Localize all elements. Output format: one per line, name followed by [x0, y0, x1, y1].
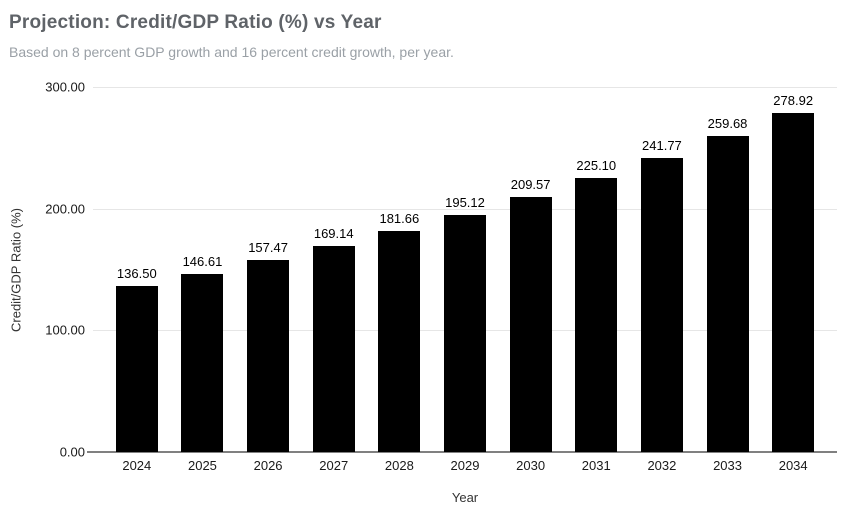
y-tick-label-100.00: 100.00 [45, 322, 85, 338]
bar-2031[interactable] [575, 178, 618, 452]
chart-subtitle: Based on 8 percent GDP growth and 16 per… [9, 44, 454, 60]
bar-value-label-2026: 157.47 [248, 240, 288, 256]
x-tick-label-2026: 2026 [253, 458, 283, 473]
bar-2025[interactable] [181, 273, 224, 452]
gridline-300.00 [93, 87, 837, 88]
y-axis-tick-labels: 0.00 100.00 200.00 300.00 [0, 80, 85, 460]
x-tick-label-2024: 2024 [122, 458, 152, 473]
bar-value-label-2027: 169.14 [313, 226, 354, 242]
bar-value-label-2024: 136.50 [116, 265, 157, 281]
x-tick-label-2029: 2029 [450, 458, 480, 473]
y-tick-label-0.00: 0.00 [59, 444, 85, 460]
x-tick-label-2033: 2033 [713, 458, 742, 473]
bar-value-label-2034: 278.92 [773, 92, 814, 108]
x-tick-label-2030: 2030 [516, 458, 546, 473]
x-tick-label-2028: 2028 [384, 458, 414, 473]
bar-2027[interactable] [312, 246, 355, 452]
x-tick-label-2032: 2032 [647, 458, 677, 473]
bar-2026[interactable] [247, 260, 290, 452]
bar-2032[interactable] [640, 157, 683, 452]
plot-area: 136.50 146.61 157.47 169.14 181.66 195.12 209.… [87, 87, 837, 453]
bar-2029[interactable] [444, 214, 486, 452]
bar-2030[interactable] [509, 197, 552, 452]
bar-value-label-2030: 209.57 [510, 177, 551, 193]
bar-value-label-2033: 259.68 [707, 116, 748, 132]
x-tick-label-2025: 2025 [187, 458, 217, 473]
bar-2024[interactable] [115, 285, 158, 452]
y-tick-label-300.00: 300.00 [45, 79, 85, 95]
bar-2034[interactable] [772, 112, 815, 452]
gridline-200.00 [93, 208, 837, 210]
bar-value-label-2032: 241.77 [642, 137, 682, 153]
bar-value-label-2029: 195.12 [445, 194, 485, 210]
x-axis-title: Year [451, 490, 479, 505]
x-axis-line [87, 451, 837, 453]
x-tick-label-2027: 2027 [319, 458, 349, 473]
x-axis-tick-labels: 2024 2025 2026 2027 2028 2029 2030 2031 2032 2033… [93, 452, 837, 482]
bar-value-label-2025: 146.61 [182, 253, 223, 269]
x-tick-label-2034: 2034 [778, 458, 808, 473]
chart-title: Projection: Credit/GDP Ratio (%) vs Year [9, 12, 382, 33]
y-tick-label-200.00: 200.00 [45, 201, 85, 217]
bar-value-label-2031: 225.10 [576, 158, 617, 174]
x-tick-label-2031: 2031 [581, 458, 611, 473]
bar-value-label-2028: 181.66 [379, 210, 420, 226]
bar-2028[interactable] [378, 230, 421, 452]
bar-2033[interactable] [706, 136, 749, 452]
